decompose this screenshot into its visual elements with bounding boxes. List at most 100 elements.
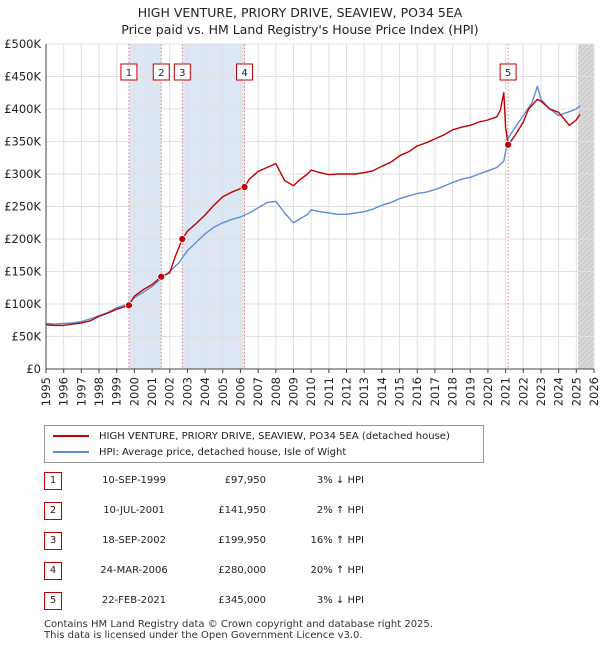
future-hatch <box>578 227 595 245</box>
future-hatch <box>578 337 595 355</box>
sale-label-text: 3 <box>179 68 185 79</box>
y-tick-label: £300K <box>4 167 41 181</box>
y-tick-label: £450K <box>4 70 41 84</box>
x-tick-label: 2002 <box>163 377 177 406</box>
x-tick-label: 2013 <box>357 377 371 406</box>
y-tick-label: £50K <box>12 330 42 344</box>
future-hatch <box>578 157 595 175</box>
sale-price: £199,950 <box>218 535 266 546</box>
future-hatch <box>578 97 595 115</box>
x-tick-label: 2016 <box>410 377 424 406</box>
future-hatch <box>578 44 594 60</box>
sale-row: 2 10-JUL-2001 £141,950 2% ↑ HPI <box>44 502 374 522</box>
future-hatch <box>578 232 595 250</box>
sale-label-text: 1 <box>126 68 132 79</box>
future-hatch <box>578 107 595 125</box>
future-hatch <box>578 277 595 295</box>
future-hatch <box>578 307 595 325</box>
sale-hpi-diff: 16% ↑ HPI <box>310 535 364 546</box>
sale-date: 24-MAR-2006 <box>100 565 168 576</box>
future-hatch <box>578 92 595 110</box>
x-tick-label: 2022 <box>516 377 530 406</box>
legend-property-label: HIGH VENTURE, PRIORY DRIVE, SEAVIEW, PO3… <box>99 430 450 442</box>
future-hatch <box>578 87 595 105</box>
x-tick-label: 2023 <box>534 377 548 406</box>
y-tick-label: £0 <box>26 362 41 376</box>
future-hatch <box>578 112 595 130</box>
x-tick-label: 2019 <box>463 377 477 406</box>
sale-hpi-diff: 20% ↑ HPI <box>310 565 364 576</box>
future-hatch <box>578 44 579 45</box>
future-hatch <box>578 177 595 195</box>
footer: Contains HM Land Registry data © Crown c… <box>44 619 584 641</box>
future-hatch <box>578 172 595 190</box>
future-hatch <box>578 47 595 65</box>
sale-hpi-diff: 3% ↓ HPI <box>316 595 364 606</box>
future-hatch <box>578 82 595 100</box>
sale-date: 10-SEP-1999 <box>102 475 166 486</box>
sale-label-text: 5 <box>505 68 511 79</box>
y-tick-label: £250K <box>4 200 41 214</box>
sale-label-box <box>152 63 170 81</box>
future-hatch <box>578 23 594 39</box>
future-hatch <box>578 292 595 310</box>
x-tick-label: 2020 <box>481 377 495 406</box>
x-tick-label: 2000 <box>127 377 141 406</box>
sale-price: £280,000 <box>218 565 266 576</box>
future-hatch <box>578 142 595 160</box>
x-tick-label: 1996 <box>57 377 71 406</box>
future-hatch <box>578 152 595 170</box>
x-tick-label: 2005 <box>216 377 230 406</box>
future-hatch <box>578 187 595 205</box>
legend-hpi-label: HPI: Average price, detached house, Isle… <box>99 446 347 458</box>
sale-price: £97,950 <box>224 475 266 486</box>
sale-row: 3 18-SEP-2002 £199,950 16% ↑ HPI <box>44 532 374 552</box>
y-tick-label: £200K <box>4 232 41 246</box>
future-hatch <box>578 222 595 240</box>
x-tick-label: 2025 <box>569 377 583 406</box>
future-hatch <box>578 202 595 220</box>
future-hatch <box>578 317 595 335</box>
sale-point <box>125 301 133 310</box>
x-tick-label: 2021 <box>499 377 513 406</box>
chart-title: HIGH VENTURE, PRIORY DRIVE, SEAVIEW, PO3… <box>0 4 600 38</box>
sale-label-box <box>173 63 191 81</box>
future-hatch <box>578 302 595 320</box>
future-hatch <box>578 72 595 90</box>
future-hatch <box>578 44 589 55</box>
future-hatch <box>578 212 595 230</box>
future-hatch <box>578 8 594 24</box>
future-hatch <box>578 182 595 200</box>
sale-hpi-diff: 2% ↑ HPI <box>316 505 364 516</box>
future-hatch <box>578 312 595 330</box>
x-tick-label: 2015 <box>393 377 407 406</box>
x-tick-label: 2017 <box>428 377 442 406</box>
x-tick-label: 2018 <box>446 377 460 406</box>
future-hatch <box>578 52 595 70</box>
future-hatch <box>578 18 594 34</box>
x-tick-label: 2011 <box>322 377 336 406</box>
x-tick-label: 2012 <box>340 377 354 406</box>
property-price-line <box>45 92 581 327</box>
future-hatch <box>578 252 595 270</box>
sale-date: 18-SEP-2002 <box>102 535 166 546</box>
x-tick-label: 1998 <box>92 377 106 406</box>
legend-item-property: HIGH VENTURE, PRIORY DRIVE, SEAVIEW, PO3… <box>53 428 450 444</box>
hpi-line <box>45 85 581 325</box>
sale-label-box <box>236 63 254 81</box>
future-hatch <box>578 167 595 185</box>
chart-title-line2: Price paid vs. HM Land Registry's House … <box>121 22 479 37</box>
future-hatch <box>578 287 595 305</box>
legend-hpi-swatch <box>53 451 89 453</box>
future-hatch <box>578 297 595 315</box>
future-hatch <box>578 267 595 285</box>
future-hatch <box>578 102 595 120</box>
future-hatch <box>578 247 595 265</box>
sale-number: 1 <box>44 472 62 490</box>
sale-label-text: 2 <box>158 68 164 79</box>
sale-date: 10-JUL-2001 <box>103 505 165 516</box>
x-tick-label: 2026 <box>587 377 600 406</box>
y-tick-label: £500K <box>4 37 41 51</box>
sale-point <box>157 272 166 281</box>
sale-label-text: 4 <box>241 68 247 79</box>
